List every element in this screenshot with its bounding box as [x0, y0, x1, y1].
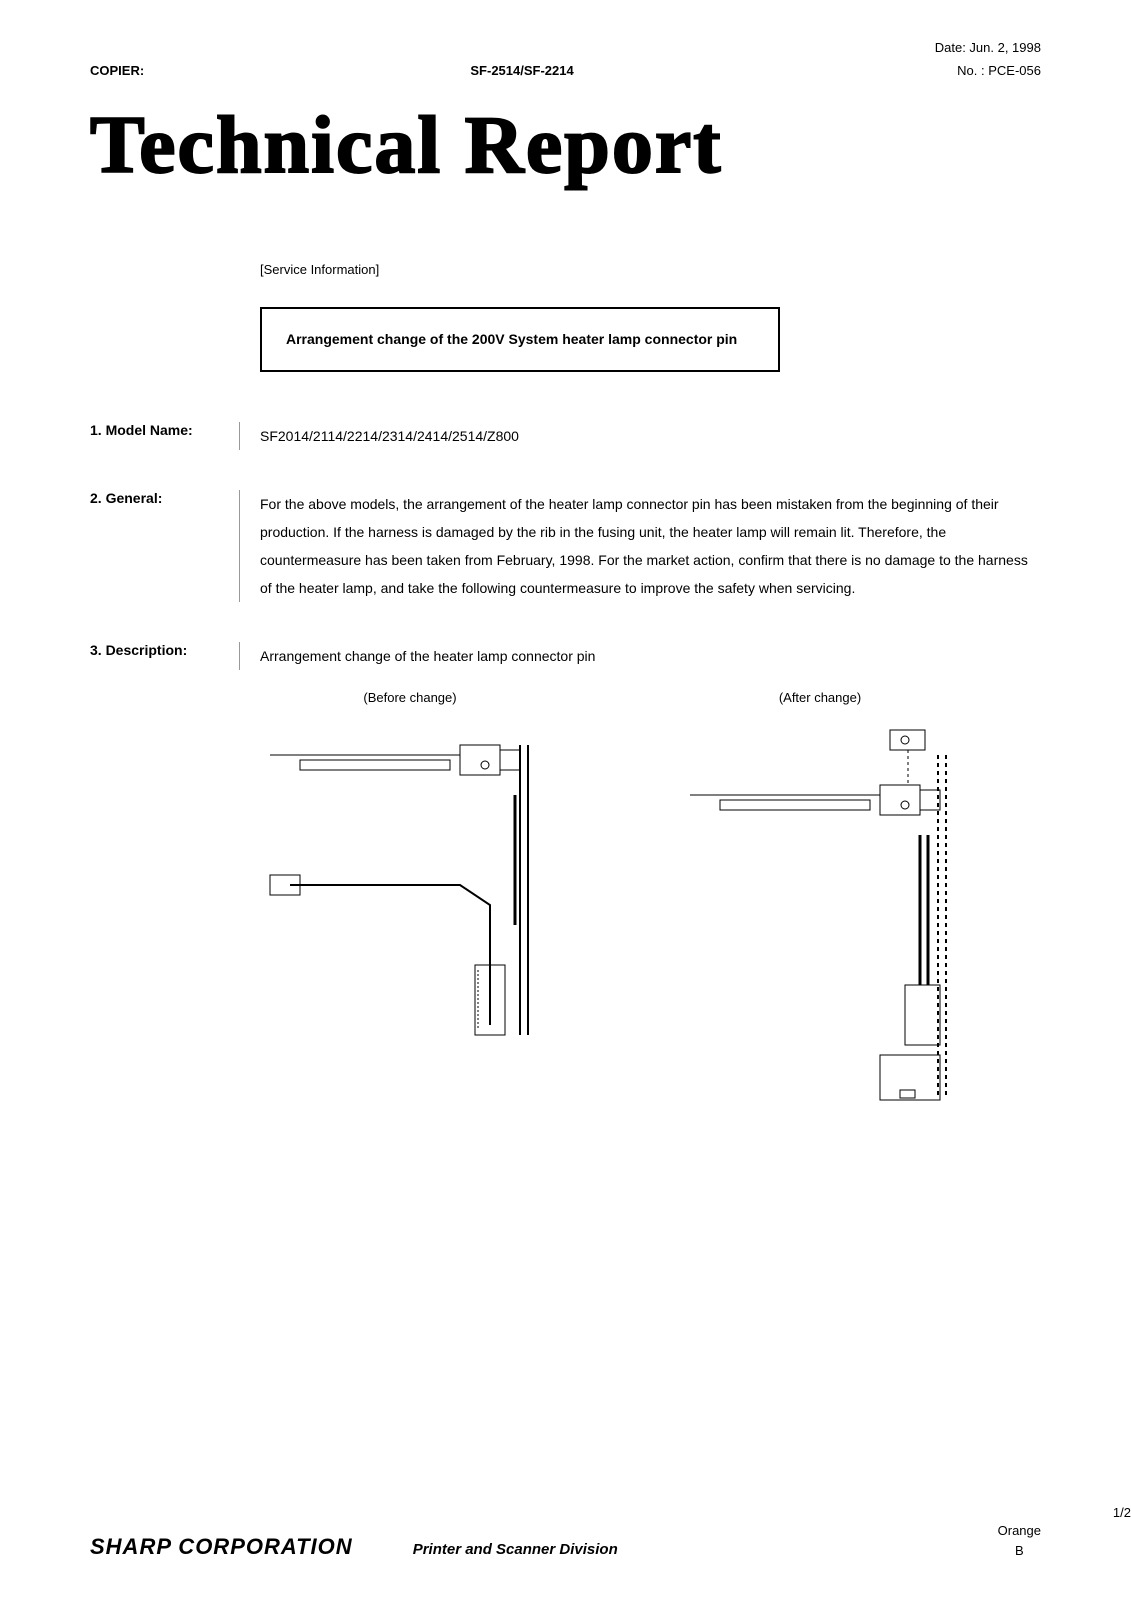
main-title: Technical Report	[90, 98, 1041, 192]
date-label: Date: Jun. 2, 1998	[756, 40, 1041, 55]
before-diagram-block: (Before change)	[260, 690, 560, 1110]
before-diagram-icon	[260, 725, 560, 1045]
service-info: [Service Information]	[260, 262, 1041, 277]
no-label: No. : PCE-056	[756, 63, 1041, 78]
copier-label: COPIER:	[90, 63, 144, 78]
title-box-text: Arrangement change of the 200V System he…	[286, 329, 754, 350]
footer-division: Printer and Scanner Division	[413, 1541, 618, 1558]
after-diagram-block: (After change)	[680, 690, 960, 1110]
description-label: 3. Description:	[90, 642, 240, 670]
footer: SHARP CORPORATION Printer and Scanner Di…	[90, 1534, 1041, 1560]
description-value: Arrangement change of the heater lamp co…	[240, 642, 1041, 670]
after-label: (After change)	[680, 690, 960, 705]
general-label: 2. General:	[90, 490, 240, 602]
title-box: Arrangement change of the 200V System he…	[260, 307, 780, 372]
footer-tags: Orange B	[998, 1521, 1041, 1560]
model-header: SF-2514/SF-2214	[470, 63, 755, 78]
footer-tag1: Orange	[998, 1521, 1041, 1541]
footer-tag2: B	[998, 1541, 1041, 1561]
footer-company: SHARP CORPORATION	[90, 1534, 353, 1560]
model-value: SF2014/2114/2214/2314/2414/2514/Z800	[240, 422, 1041, 450]
after-diagram-icon	[680, 725, 960, 1105]
model-label: 1. Model Name:	[90, 422, 240, 450]
before-label: (Before change)	[260, 690, 560, 705]
general-value: For the above models, the arrangement of…	[240, 490, 1041, 602]
page-number: 1/2	[1113, 1505, 1131, 1520]
diagram-section: (Before change) (After change)	[260, 690, 1041, 1110]
